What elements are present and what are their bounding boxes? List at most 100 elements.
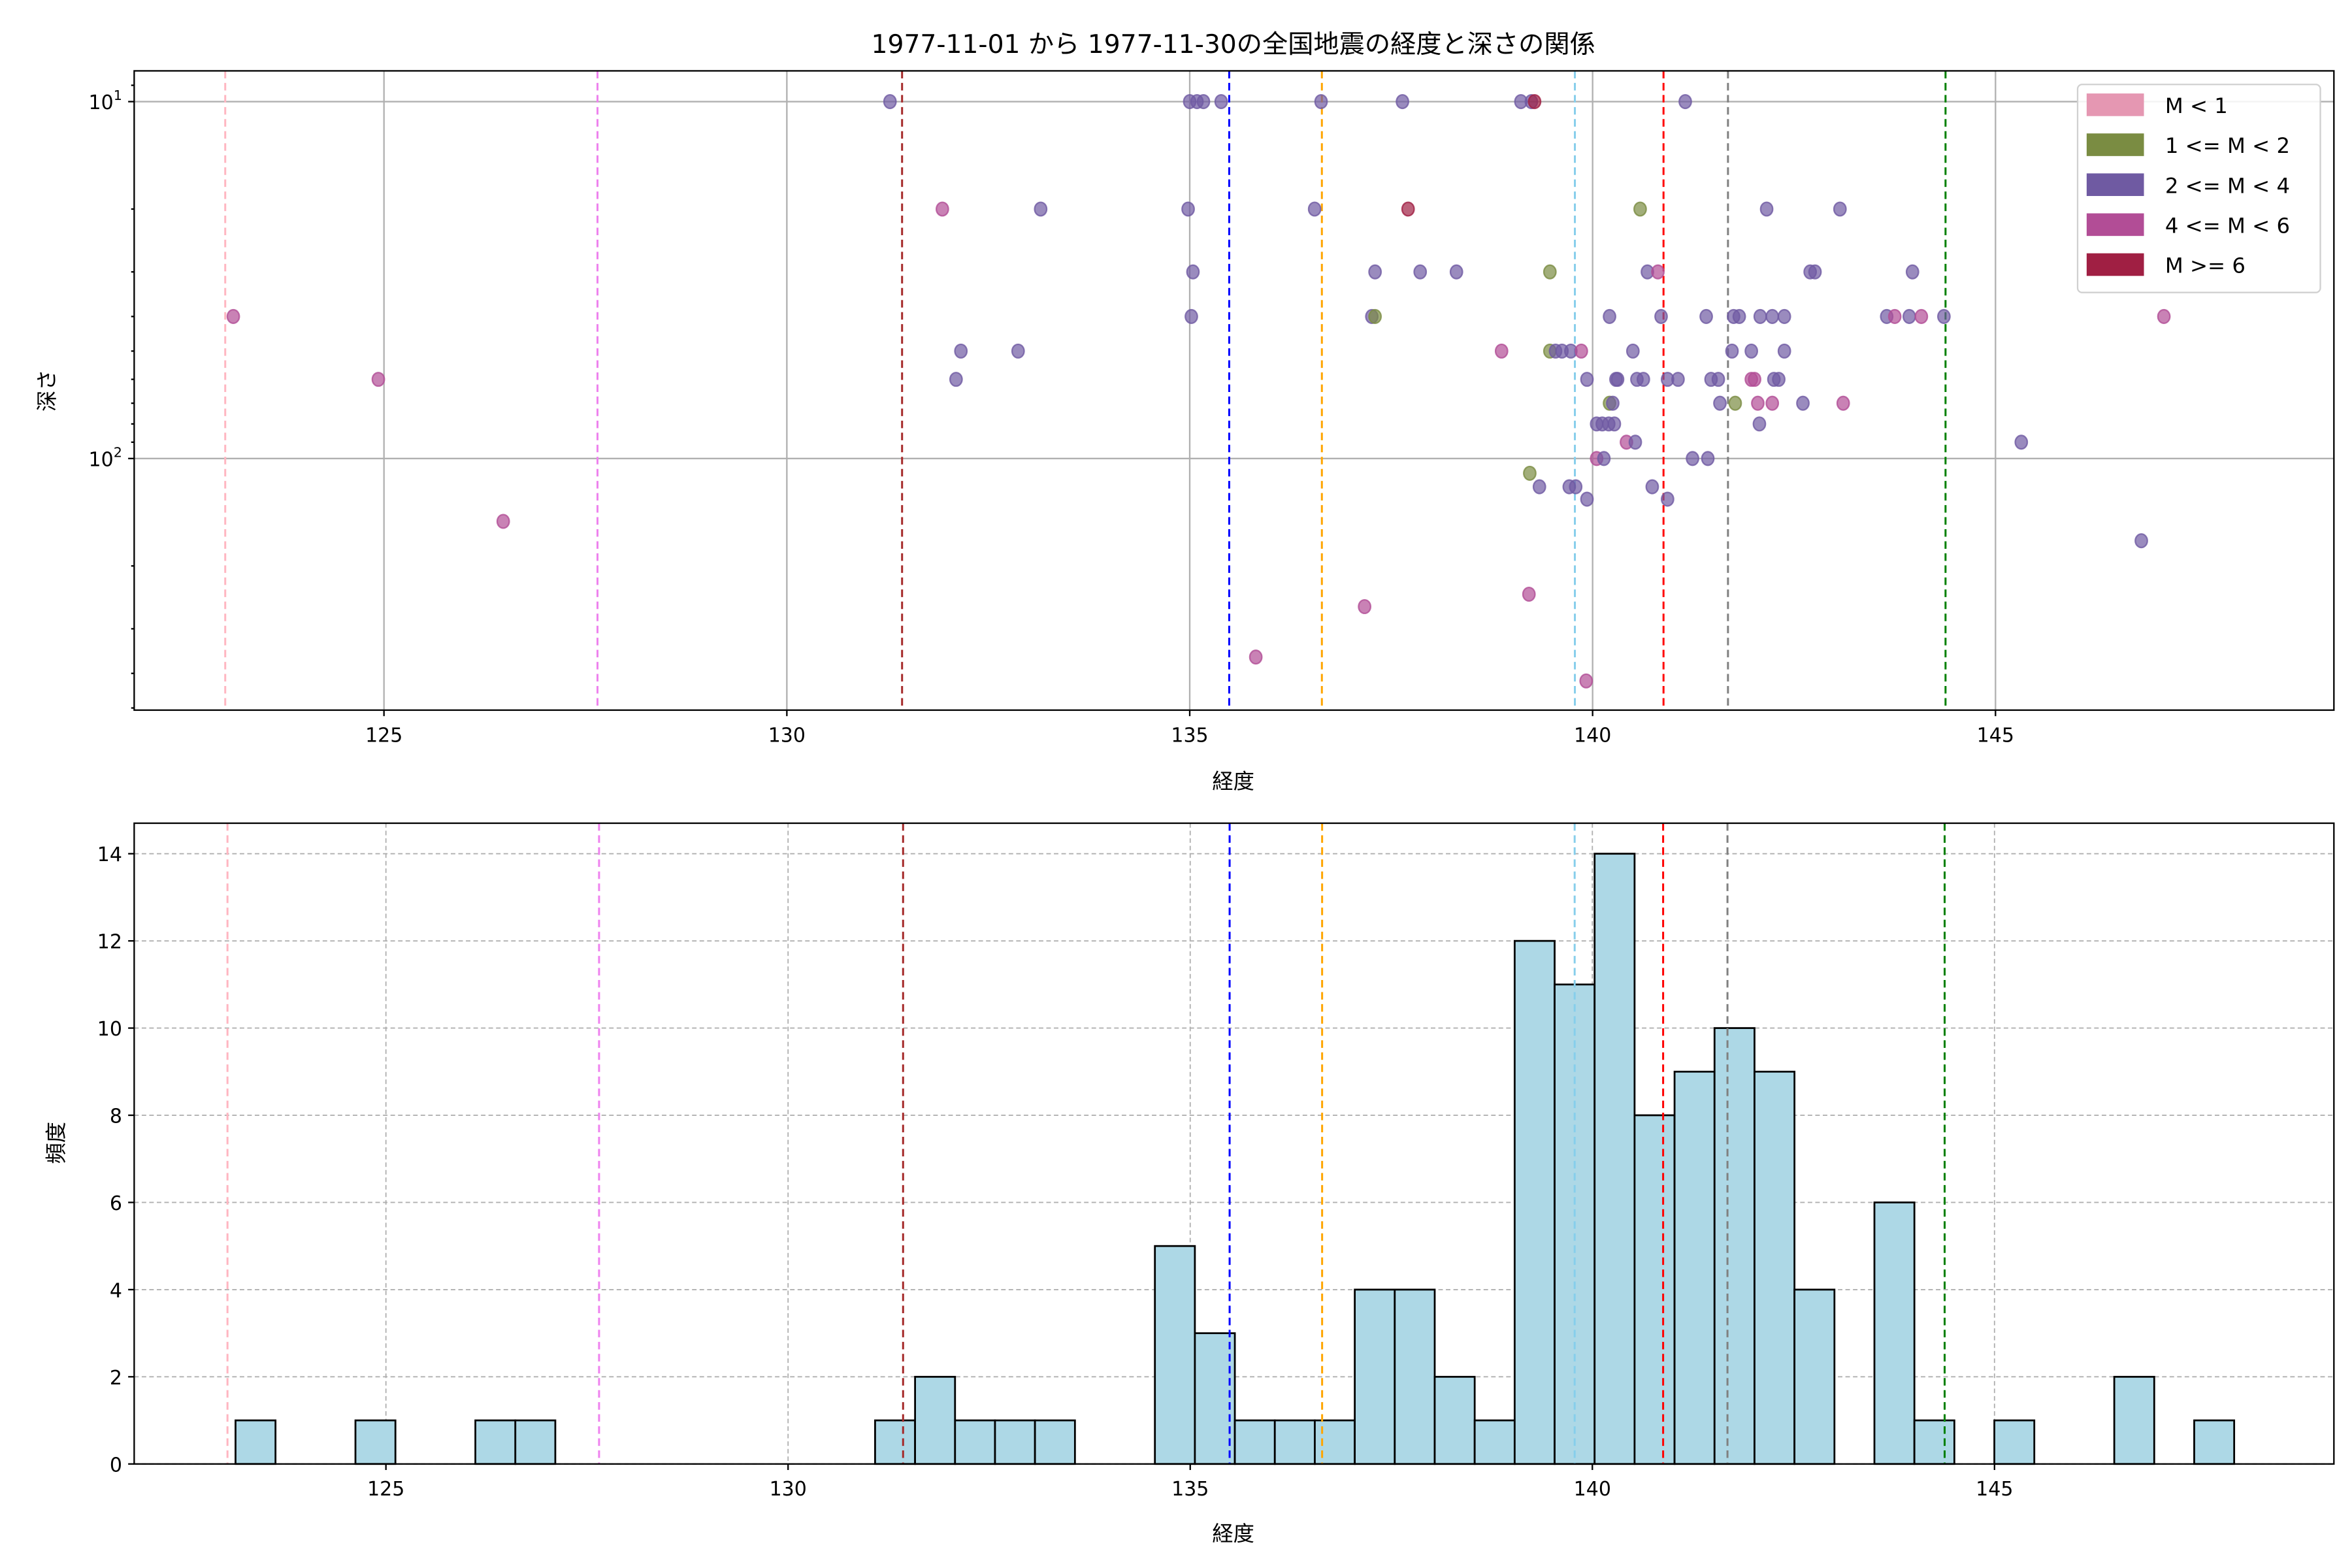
y-tick-label: 6 bbox=[110, 1192, 122, 1215]
histogram-plot: 125 130 135 140 145 0 2 4 6 8 10 12 14 bbox=[97, 822, 2335, 1501]
histogram-bar bbox=[1793, 1288, 1836, 1465]
scatter-point bbox=[1569, 479, 1583, 495]
histogram-bar bbox=[1034, 1419, 1076, 1465]
scatter-point bbox=[1494, 343, 1509, 359]
scatter-point bbox=[1914, 308, 1929, 324]
plot-area bbox=[134, 71, 2334, 710]
scatter-point bbox=[2134, 533, 2148, 549]
y-tick-label: 2 bbox=[110, 1367, 122, 1390]
histogram-bar bbox=[474, 1419, 517, 1465]
scatter-point bbox=[2014, 434, 2029, 450]
x-tick-label: 140 bbox=[1574, 1478, 1611, 1501]
scatter-point bbox=[1575, 343, 1588, 359]
x-tick-label: 140 bbox=[1574, 724, 1611, 747]
scatter-point bbox=[1660, 491, 1674, 507]
scatter-point bbox=[1732, 308, 1746, 324]
scatter-point bbox=[1449, 264, 1463, 280]
scatter-point bbox=[1808, 264, 1822, 280]
scatter-point bbox=[1314, 94, 1328, 110]
scatter-point bbox=[1725, 343, 1739, 359]
scatter-point bbox=[883, 94, 897, 110]
histogram-bar bbox=[1154, 1245, 1196, 1465]
scatter-point bbox=[1527, 94, 1542, 110]
scatter-point bbox=[371, 372, 385, 387]
scatter-point bbox=[1610, 372, 1625, 387]
scatter-point bbox=[2157, 308, 2171, 324]
scatter-x-axis-label: 経度 bbox=[1212, 769, 1254, 794]
histogram-bar bbox=[874, 1419, 916, 1465]
scatter-point bbox=[1522, 586, 1536, 602]
scatter-y-axis-label: 深さ bbox=[35, 369, 59, 412]
plot-frame bbox=[133, 822, 2335, 1465]
legend-label: 4 <= M < 6 bbox=[2165, 214, 2290, 238]
histogram-bar bbox=[1993, 1419, 2036, 1465]
y-tick-label: 10 bbox=[97, 1018, 122, 1041]
legend-label: M >= 6 bbox=[2165, 253, 2246, 278]
scatter-point bbox=[1196, 94, 1211, 110]
y-tick-label: 4 bbox=[110, 1279, 122, 1302]
scatter-point bbox=[1580, 372, 1594, 387]
scatter-point bbox=[1765, 395, 1780, 411]
histogram-bar bbox=[1273, 1419, 1316, 1465]
plot-frame bbox=[133, 70, 2335, 711]
scatter-point bbox=[1905, 264, 1919, 280]
scatter-point bbox=[1836, 395, 1850, 411]
scatter-point bbox=[1671, 372, 1685, 387]
histogram-bar bbox=[1873, 1201, 1916, 1465]
scatter-point bbox=[1625, 343, 1640, 359]
scatter-point bbox=[496, 514, 510, 529]
scatter-point bbox=[1186, 264, 1200, 280]
scatter-point bbox=[1543, 264, 1557, 280]
scatter-point bbox=[1753, 308, 1767, 324]
legend-label: 1 <= M < 2 bbox=[2165, 133, 2290, 158]
scatter-point bbox=[1214, 94, 1228, 110]
histogram-bar bbox=[914, 1375, 956, 1465]
x-tick-label: 135 bbox=[1171, 1478, 1209, 1501]
scatter-point bbox=[1307, 201, 1322, 217]
histogram-bar bbox=[354, 1419, 397, 1465]
histogram-bar bbox=[994, 1419, 1036, 1465]
scatter-point bbox=[1752, 416, 1767, 432]
y-tick-label: 102 bbox=[89, 444, 122, 471]
histogram-bar bbox=[1754, 1070, 1796, 1465]
histogram-bar bbox=[1913, 1419, 1955, 1465]
histogram-bar bbox=[1314, 1419, 1356, 1465]
histogram-bar bbox=[1354, 1288, 1396, 1465]
scatter-point bbox=[1759, 201, 1774, 217]
scatter-point bbox=[1579, 673, 1593, 689]
scatter-point bbox=[1184, 308, 1198, 324]
scatter-point bbox=[1765, 308, 1780, 324]
scatter-point bbox=[1678, 94, 1692, 110]
scatter-point bbox=[1368, 308, 1382, 324]
scatter-point bbox=[1713, 395, 1727, 411]
scatter-point bbox=[1606, 395, 1620, 411]
scatter-point bbox=[1607, 416, 1622, 432]
histogram-bar bbox=[1513, 939, 1556, 1465]
hist-y-axis-label: 頻度 bbox=[44, 1122, 69, 1164]
scatter-point bbox=[1532, 479, 1546, 495]
scatter-point bbox=[1744, 343, 1759, 359]
scatter-point bbox=[1686, 451, 1699, 466]
legend-swatch bbox=[2086, 133, 2144, 156]
histogram-bar bbox=[2113, 1375, 2155, 1465]
scatter-point bbox=[1523, 465, 1537, 481]
scatter-point bbox=[1368, 264, 1382, 280]
scatter-point bbox=[1777, 308, 1791, 324]
scatter-point bbox=[1699, 308, 1713, 324]
x-tick-label: 125 bbox=[365, 724, 402, 747]
scatter-point bbox=[1401, 201, 1415, 217]
scatter-point bbox=[1772, 372, 1786, 387]
legend-swatch bbox=[2086, 93, 2144, 116]
histogram-bar bbox=[235, 1419, 277, 1465]
scatter-point bbox=[1651, 264, 1665, 280]
hist-x-axis-label: 経度 bbox=[1212, 1521, 1254, 1546]
scatter-point bbox=[1751, 395, 1765, 411]
scatter-point bbox=[1633, 201, 1647, 217]
scatter-point bbox=[1603, 308, 1616, 324]
y-tick-label: 0 bbox=[110, 1454, 122, 1477]
scatter-point bbox=[1833, 201, 1847, 217]
x-tick-label: 145 bbox=[1977, 724, 2014, 747]
scatter-point bbox=[1887, 308, 1902, 324]
histogram-bar bbox=[1194, 1332, 1236, 1465]
